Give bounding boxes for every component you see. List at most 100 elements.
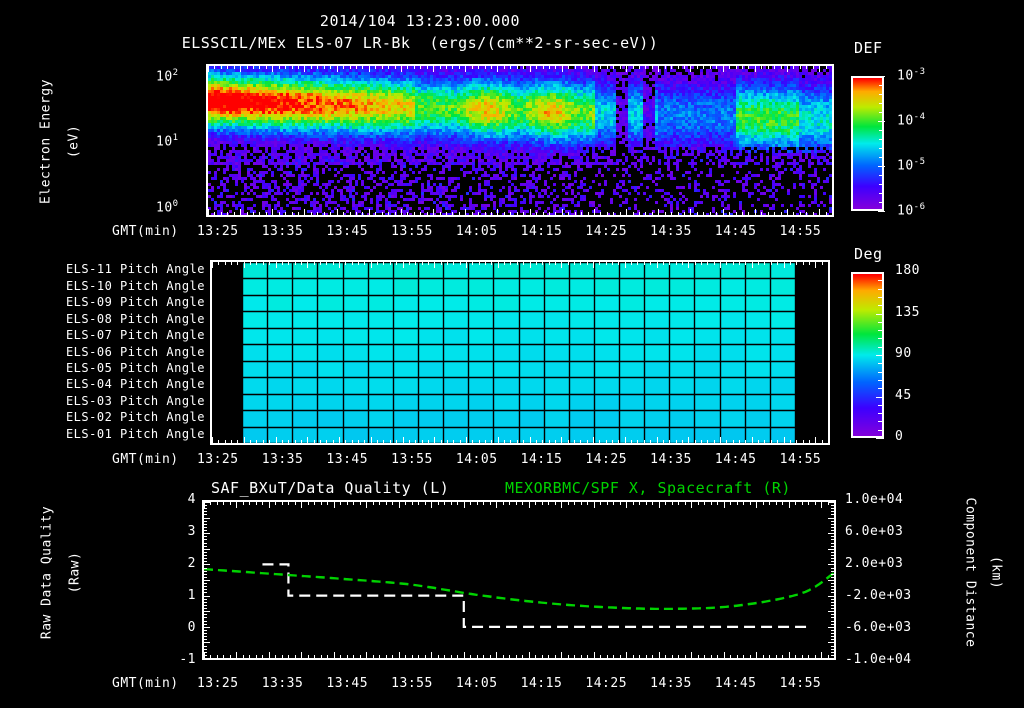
bottom-ylabel-left-line1: Raw Data Quality bbox=[39, 505, 55, 640]
pitch-row-label-2: ELS-09 Pitch Angle bbox=[65, 295, 205, 310]
deg-colorbar-tickmark-4 bbox=[878, 305, 884, 307]
spectrogram-xtick-5: 14:15 bbox=[520, 224, 563, 239]
deg-colorbar-tickmark-1 bbox=[878, 280, 884, 282]
def-colorbar-title: DEF bbox=[854, 39, 883, 57]
deg-colorbar-tickmark-6 bbox=[878, 321, 884, 323]
bottom-xtick-3: 13:55 bbox=[391, 676, 433, 691]
deg-colorbar-tickmark-8 bbox=[878, 338, 884, 340]
bottom-xtick-9: 14:55 bbox=[779, 676, 822, 691]
pitch-xtick-8: 14:45 bbox=[714, 452, 757, 467]
bottom-ylabel-left-line2: (Raw) bbox=[67, 551, 83, 594]
data-quality-panel bbox=[202, 500, 836, 660]
def-colorbar-minortick-13 bbox=[879, 193, 884, 194]
spectrogram-ylabel-line2: (eV) bbox=[66, 124, 82, 159]
spectrogram-ytick-1: 101 bbox=[156, 133, 179, 150]
spectrogram-panel bbox=[206, 64, 834, 217]
bottom-xtick-7: 14:35 bbox=[650, 676, 692, 691]
spectrogram-image bbox=[208, 66, 832, 215]
deg-colorbar-tickmark-2 bbox=[878, 288, 884, 290]
def-colorbar-minortick-6 bbox=[879, 130, 884, 131]
spectrogram-xtick-3: 13:55 bbox=[391, 224, 433, 239]
deg-colorbar-tickmark-3 bbox=[878, 296, 884, 298]
spectrogram-xtick-2: 13:45 bbox=[326, 224, 369, 239]
def-colorbar-minortick-5 bbox=[879, 121, 884, 122]
pitch-row-label-5: ELS-06 Pitch Angle bbox=[65, 344, 205, 359]
pitch-xtick-6: 14:25 bbox=[585, 452, 628, 467]
def-colorbar-minortick-8 bbox=[879, 148, 884, 149]
pitch-xtick-4: 14:05 bbox=[455, 452, 498, 467]
pitch-angle-panel bbox=[210, 260, 830, 445]
def-colorbar-tick-2: 10-5 bbox=[897, 157, 926, 174]
deg-colorbar-tickmark-17 bbox=[878, 413, 884, 415]
bottom-ytick-left-5: -1 bbox=[179, 652, 196, 667]
deg-colorbar-tickmark-9 bbox=[878, 346, 884, 348]
def-colorbar-minortick-3 bbox=[879, 103, 884, 104]
deg-colorbar-title: Deg bbox=[854, 245, 883, 263]
def-colorbar-minortick-0 bbox=[879, 76, 884, 77]
data-quality-plot bbox=[204, 502, 834, 658]
page-subtitle: ELSSCIL/MEx ELS-07 LR-Bk (ergs/(cm**2-sr… bbox=[181, 34, 659, 52]
spectrogram-ylabel-line1: Electron Energy bbox=[38, 79, 54, 204]
deg-colorbar-tick-1: 135 bbox=[895, 304, 920, 320]
deg-colorbar-tickmark-7 bbox=[878, 330, 884, 332]
page-title-datetime: 2014/104 13:23:00.000 bbox=[319, 12, 521, 30]
pitch-xtick-0: 13:25 bbox=[196, 452, 239, 467]
def-colorbar-minortick-2 bbox=[879, 94, 884, 95]
spectrogram-xtick-9: 14:55 bbox=[779, 224, 822, 239]
pitch-xtick-3: 13:55 bbox=[391, 452, 433, 467]
bottom-ytick-right-0: 1.0e+04 bbox=[845, 492, 904, 507]
deg-colorbar-tick-0: 180 bbox=[895, 263, 920, 278]
bottom-ytick-right-4: -6.0e+03 bbox=[845, 620, 912, 635]
bottom-ytick-left-1: 3 bbox=[187, 524, 196, 539]
bottom-xtick-8: 14:45 bbox=[714, 676, 757, 691]
bottom-ytick-right-2: 2.0e+03 bbox=[845, 556, 904, 571]
pitch-row-label-8: ELS-03 Pitch Angle bbox=[65, 393, 205, 408]
def-colorbar bbox=[851, 76, 884, 211]
bottom-xtick-2: 13:45 bbox=[326, 676, 369, 691]
spectrogram-xtick-7: 14:35 bbox=[650, 224, 692, 239]
bottom-ytick-right-1: 6.0e+03 bbox=[845, 524, 904, 539]
def-colorbar-minortick-14 bbox=[879, 202, 884, 203]
def-colorbar-minortick-1 bbox=[879, 85, 884, 86]
def-colorbar-gradient bbox=[853, 78, 882, 209]
spectrogram-ytick-0: 100 bbox=[156, 199, 179, 216]
pitch-xtick-2: 13:45 bbox=[326, 452, 369, 467]
pitch-angle-image bbox=[212, 262, 828, 443]
bottom-ytick-left-4: 0 bbox=[187, 620, 196, 635]
pitch-row-label-9: ELS-02 Pitch Angle bbox=[65, 410, 205, 425]
pitch-xaxis-label: GMT(min) bbox=[112, 452, 179, 467]
bottom-ytick-right-3: -2.0e+03 bbox=[845, 588, 912, 603]
bottom-xaxis-label: GMT(min) bbox=[112, 676, 179, 691]
bottom-ytick-left-2: 2 bbox=[187, 556, 196, 571]
def-colorbar-tick-1: 10-4 bbox=[897, 112, 926, 129]
bottom-xtick-5: 14:15 bbox=[520, 676, 563, 691]
deg-colorbar-tickmark-11 bbox=[878, 363, 884, 365]
deg-colorbar-tickmark-18 bbox=[878, 421, 884, 423]
deg-colorbar-tickmark-20 bbox=[876, 438, 884, 439]
pitch-row-label-10: ELS-01 Pitch Angle bbox=[65, 426, 205, 441]
bottom-ylabel-right-line2: (km) bbox=[988, 555, 1004, 590]
deg-colorbar-tickmark-10 bbox=[876, 355, 884, 356]
def-colorbar-minortick-9 bbox=[879, 157, 884, 158]
spectrogram-xtick-4: 14:05 bbox=[455, 224, 498, 239]
pitch-row-label-1: ELS-10 Pitch Angle bbox=[65, 278, 205, 293]
deg-colorbar-tickmark-19 bbox=[878, 429, 884, 431]
deg-colorbar-tickmark-12 bbox=[878, 371, 884, 373]
deg-colorbar-tickmark-0 bbox=[876, 272, 884, 273]
deg-colorbar-tick-4: 0 bbox=[895, 429, 904, 444]
bottom-ytick-right-5: -1.0e+04 bbox=[845, 652, 912, 667]
pitch-xtick-7: 14:35 bbox=[650, 452, 692, 467]
bottom-ytick-left-3: 1 bbox=[187, 588, 196, 603]
bottom-title-left: SAF_BXuT/Data Quality (L) bbox=[211, 479, 450, 497]
spectrogram-xaxis-label: GMT(min) bbox=[112, 224, 179, 239]
bottom-title-right: MEXORBMC/SPF X, Spacecraft (R) bbox=[505, 479, 791, 497]
def-colorbar-minortick-7 bbox=[879, 139, 884, 140]
def-colorbar-tick-0: 10-3 bbox=[897, 67, 926, 84]
deg-colorbar-tickmark-13 bbox=[878, 379, 884, 381]
spectrogram-xtick-0: 13:25 bbox=[196, 224, 239, 239]
pitch-row-label-6: ELS-05 Pitch Angle bbox=[65, 360, 205, 375]
deg-colorbar-tick-2: 90 bbox=[895, 346, 912, 361]
deg-colorbar-tickmark-5 bbox=[876, 313, 884, 315]
deg-colorbar-tickmark-14 bbox=[878, 388, 884, 390]
